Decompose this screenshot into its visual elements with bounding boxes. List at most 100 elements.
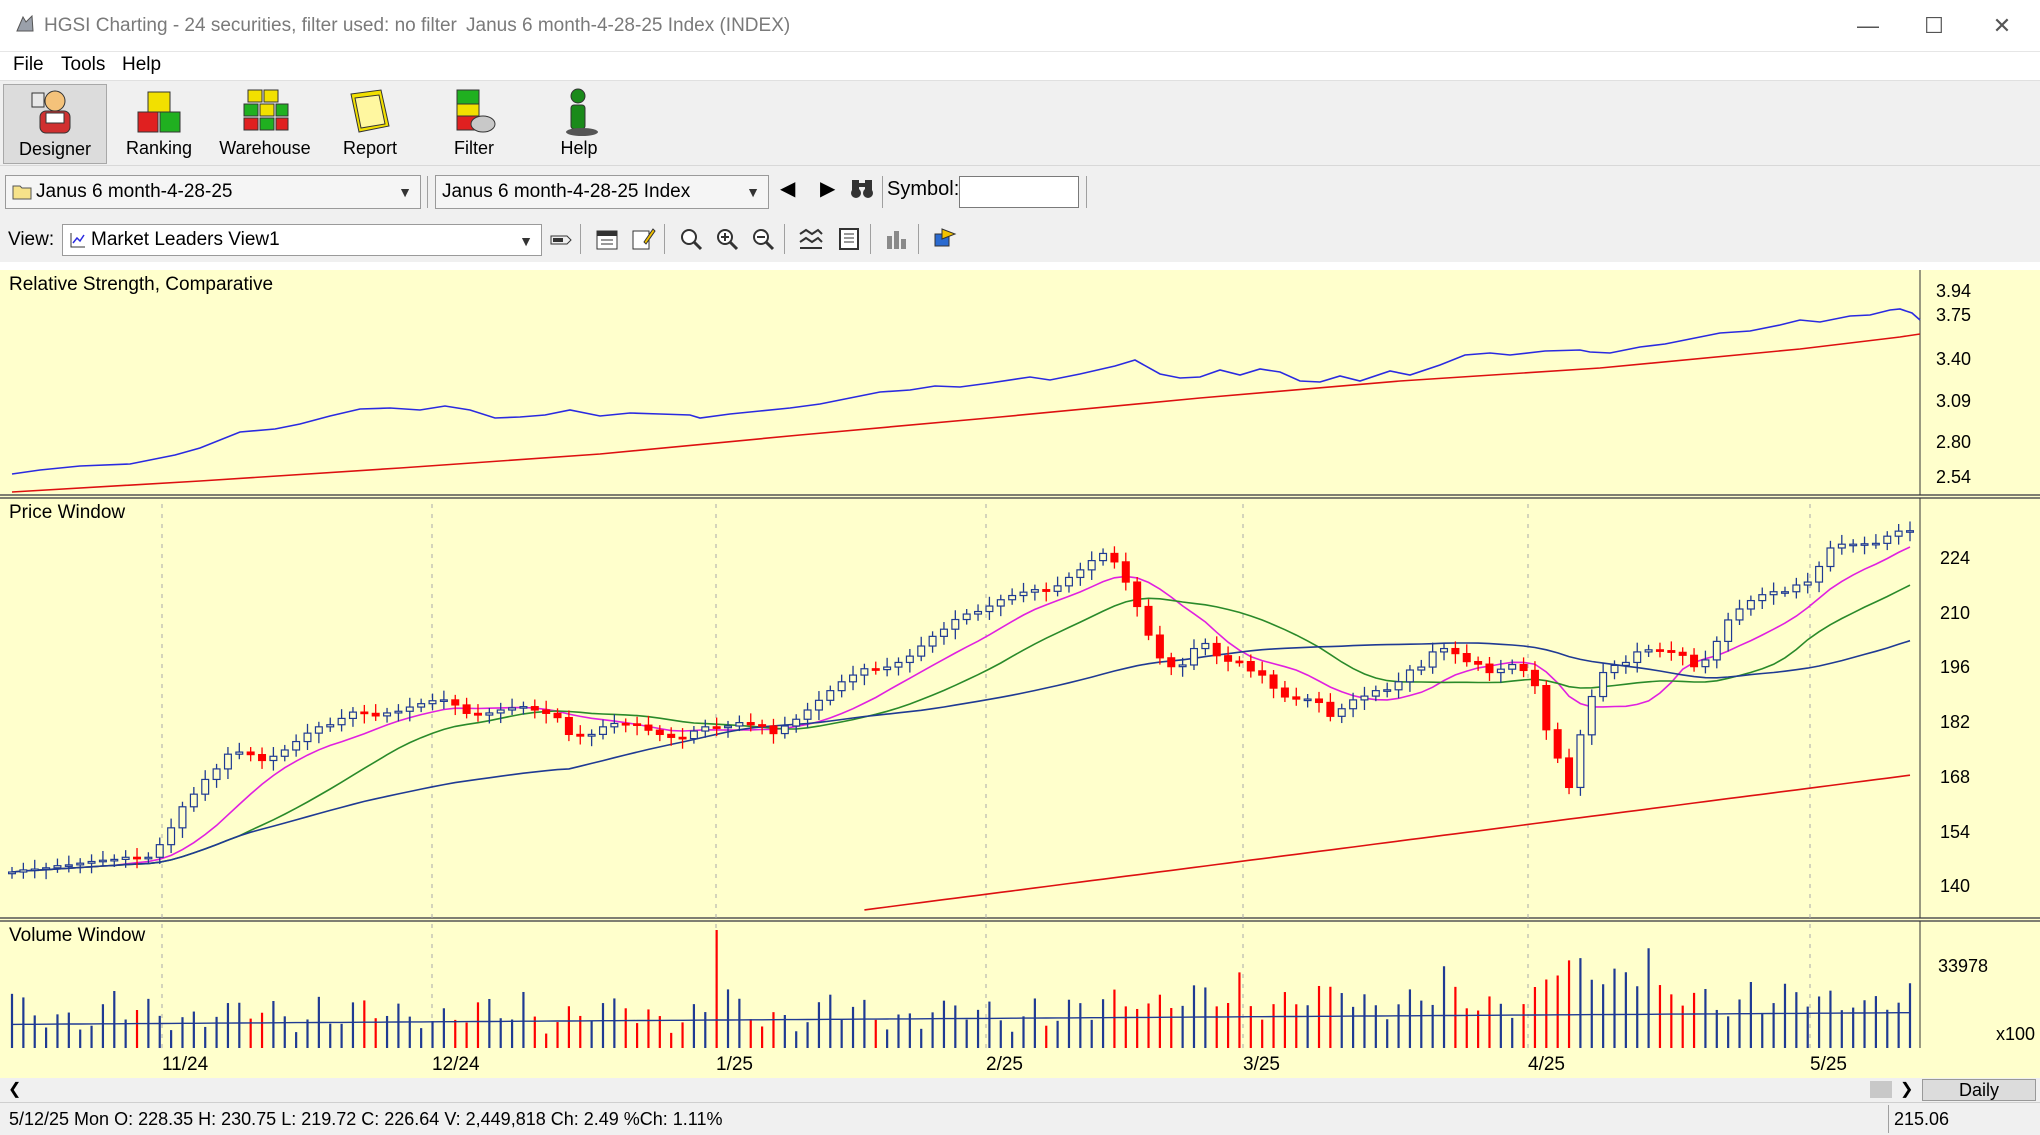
candle-body — [1360, 695, 1369, 701]
chart-canvas — [0, 270, 2040, 1078]
x-axis-label: 5/25 — [1810, 1054, 1847, 1075]
candle — [1053, 576, 1062, 597]
candle — [1508, 659, 1517, 675]
view-selector[interactable]: Market Leaders View1 ▼ — [62, 224, 542, 256]
candle-body — [1644, 649, 1653, 653]
candle-body — [610, 722, 619, 728]
candle-body — [394, 710, 403, 714]
candle-body — [1314, 698, 1324, 704]
candle — [167, 818, 176, 854]
candle-body — [780, 725, 789, 735]
candle — [780, 716, 789, 739]
candle-body — [1633, 651, 1642, 664]
report-button[interactable]: Report — [325, 84, 415, 164]
candle — [451, 694, 460, 716]
candle — [814, 691, 823, 721]
candle — [1383, 682, 1392, 698]
pointer-hand-icon[interactable] — [549, 226, 575, 252]
candle-body — [1746, 599, 1755, 610]
candle — [473, 704, 482, 722]
candle-body — [1542, 684, 1551, 731]
next-arrow-icon[interactable]: ▶ — [820, 178, 836, 200]
chart-area[interactable]: Relative Strength, Comparative Price Win… — [0, 270, 2040, 1078]
candle-body — [826, 690, 835, 701]
close-button[interactable]: ✕ — [1992, 13, 2012, 38]
indicators-icon[interactable] — [798, 226, 824, 252]
filter-button[interactable]: Filter — [430, 84, 518, 164]
candle — [894, 657, 903, 676]
candle — [1246, 654, 1255, 678]
menu-tools[interactable]: Tools — [61, 54, 106, 75]
candle — [1576, 729, 1585, 796]
ma-50-line — [11, 639, 1911, 873]
minimize-button[interactable]: — — [1857, 13, 1879, 38]
previous-arrow-icon[interactable]: ◀ — [780, 178, 796, 200]
candle — [1087, 551, 1096, 580]
zoom-out-icon[interactable] — [750, 226, 776, 252]
candle — [985, 596, 994, 620]
candle-body — [1144, 605, 1153, 636]
candle-body — [553, 712, 562, 719]
candle — [1792, 577, 1801, 599]
candle — [1326, 693, 1335, 722]
candle — [1712, 636, 1721, 669]
scroll-right-icon[interactable]: ❯ — [1900, 1081, 1914, 1098]
candle — [189, 787, 198, 812]
candle-body — [1883, 535, 1892, 544]
rs-average-line — [11, 333, 1921, 493]
symbol-input[interactable] — [959, 176, 1079, 208]
divider — [664, 224, 665, 254]
candle-body — [30, 868, 39, 872]
candle — [246, 747, 255, 762]
candle-body — [1178, 664, 1187, 668]
help-button[interactable]: Help — [535, 84, 623, 164]
ranking-button[interactable]: Ranking — [113, 84, 205, 164]
maximize-button[interactable]: ☐ — [1924, 13, 1944, 38]
candle — [803, 702, 812, 728]
designer-button[interactable]: Designer — [3, 84, 107, 164]
candle-body — [121, 856, 130, 860]
scroll-left-icon[interactable]: ❮ — [8, 1081, 22, 1098]
candle — [587, 729, 596, 747]
x-axis-label: 4/25 — [1528, 1054, 1565, 1075]
security-selector[interactable]: Janus 6 month-4-28-25 Index ▼ — [435, 175, 769, 209]
menu-file[interactable]: File — [13, 54, 44, 75]
candle-body — [1053, 585, 1062, 592]
period-selector[interactable]: Daily — [1922, 1079, 2036, 1101]
edit-notes-icon[interactable] — [630, 226, 656, 252]
properties-icon[interactable] — [594, 226, 620, 252]
candle — [724, 720, 733, 738]
candle-body — [1621, 661, 1630, 666]
candle-body — [621, 722, 630, 726]
search-icon[interactable] — [678, 226, 704, 252]
menu-help[interactable]: Help — [122, 54, 162, 75]
horizontal-scrollbar[interactable]: ❮ ❯ Daily — [0, 1078, 2040, 1102]
candle — [655, 725, 664, 742]
rs-axis-label: 3.94 — [1936, 281, 1972, 301]
chart-view-icon — [70, 233, 85, 248]
candle — [1337, 703, 1346, 724]
candle — [939, 622, 948, 645]
candle-body — [155, 844, 164, 858]
filter-icon — [456, 89, 496, 133]
warehouse-button[interactable]: Warehouse — [212, 84, 318, 164]
candle — [1201, 638, 1210, 656]
window-subtitle: Janus 6 month-4-28-25 Index (INDEX) — [466, 15, 791, 36]
bar-chart-icon[interactable] — [884, 226, 910, 252]
candle-body — [1519, 663, 1528, 672]
zoom-in-icon[interactable] — [714, 226, 740, 252]
candle — [1667, 641, 1676, 661]
binoculars-icon[interactable] — [849, 177, 875, 199]
candle-body — [1383, 689, 1392, 692]
candle-body — [87, 860, 96, 864]
candle — [519, 701, 528, 715]
flag-icon[interactable] — [932, 226, 958, 252]
candle — [1371, 685, 1380, 702]
candle-body — [712, 726, 721, 729]
list-selector[interactable]: Janus 6 month-4-28-25 ▼ — [5, 175, 421, 209]
candle-body — [735, 722, 744, 727]
candle-body — [98, 859, 107, 863]
data-table-icon[interactable] — [836, 226, 862, 252]
candle-body — [1474, 661, 1483, 665]
scroll-thumb[interactable] — [1870, 1081, 1892, 1098]
